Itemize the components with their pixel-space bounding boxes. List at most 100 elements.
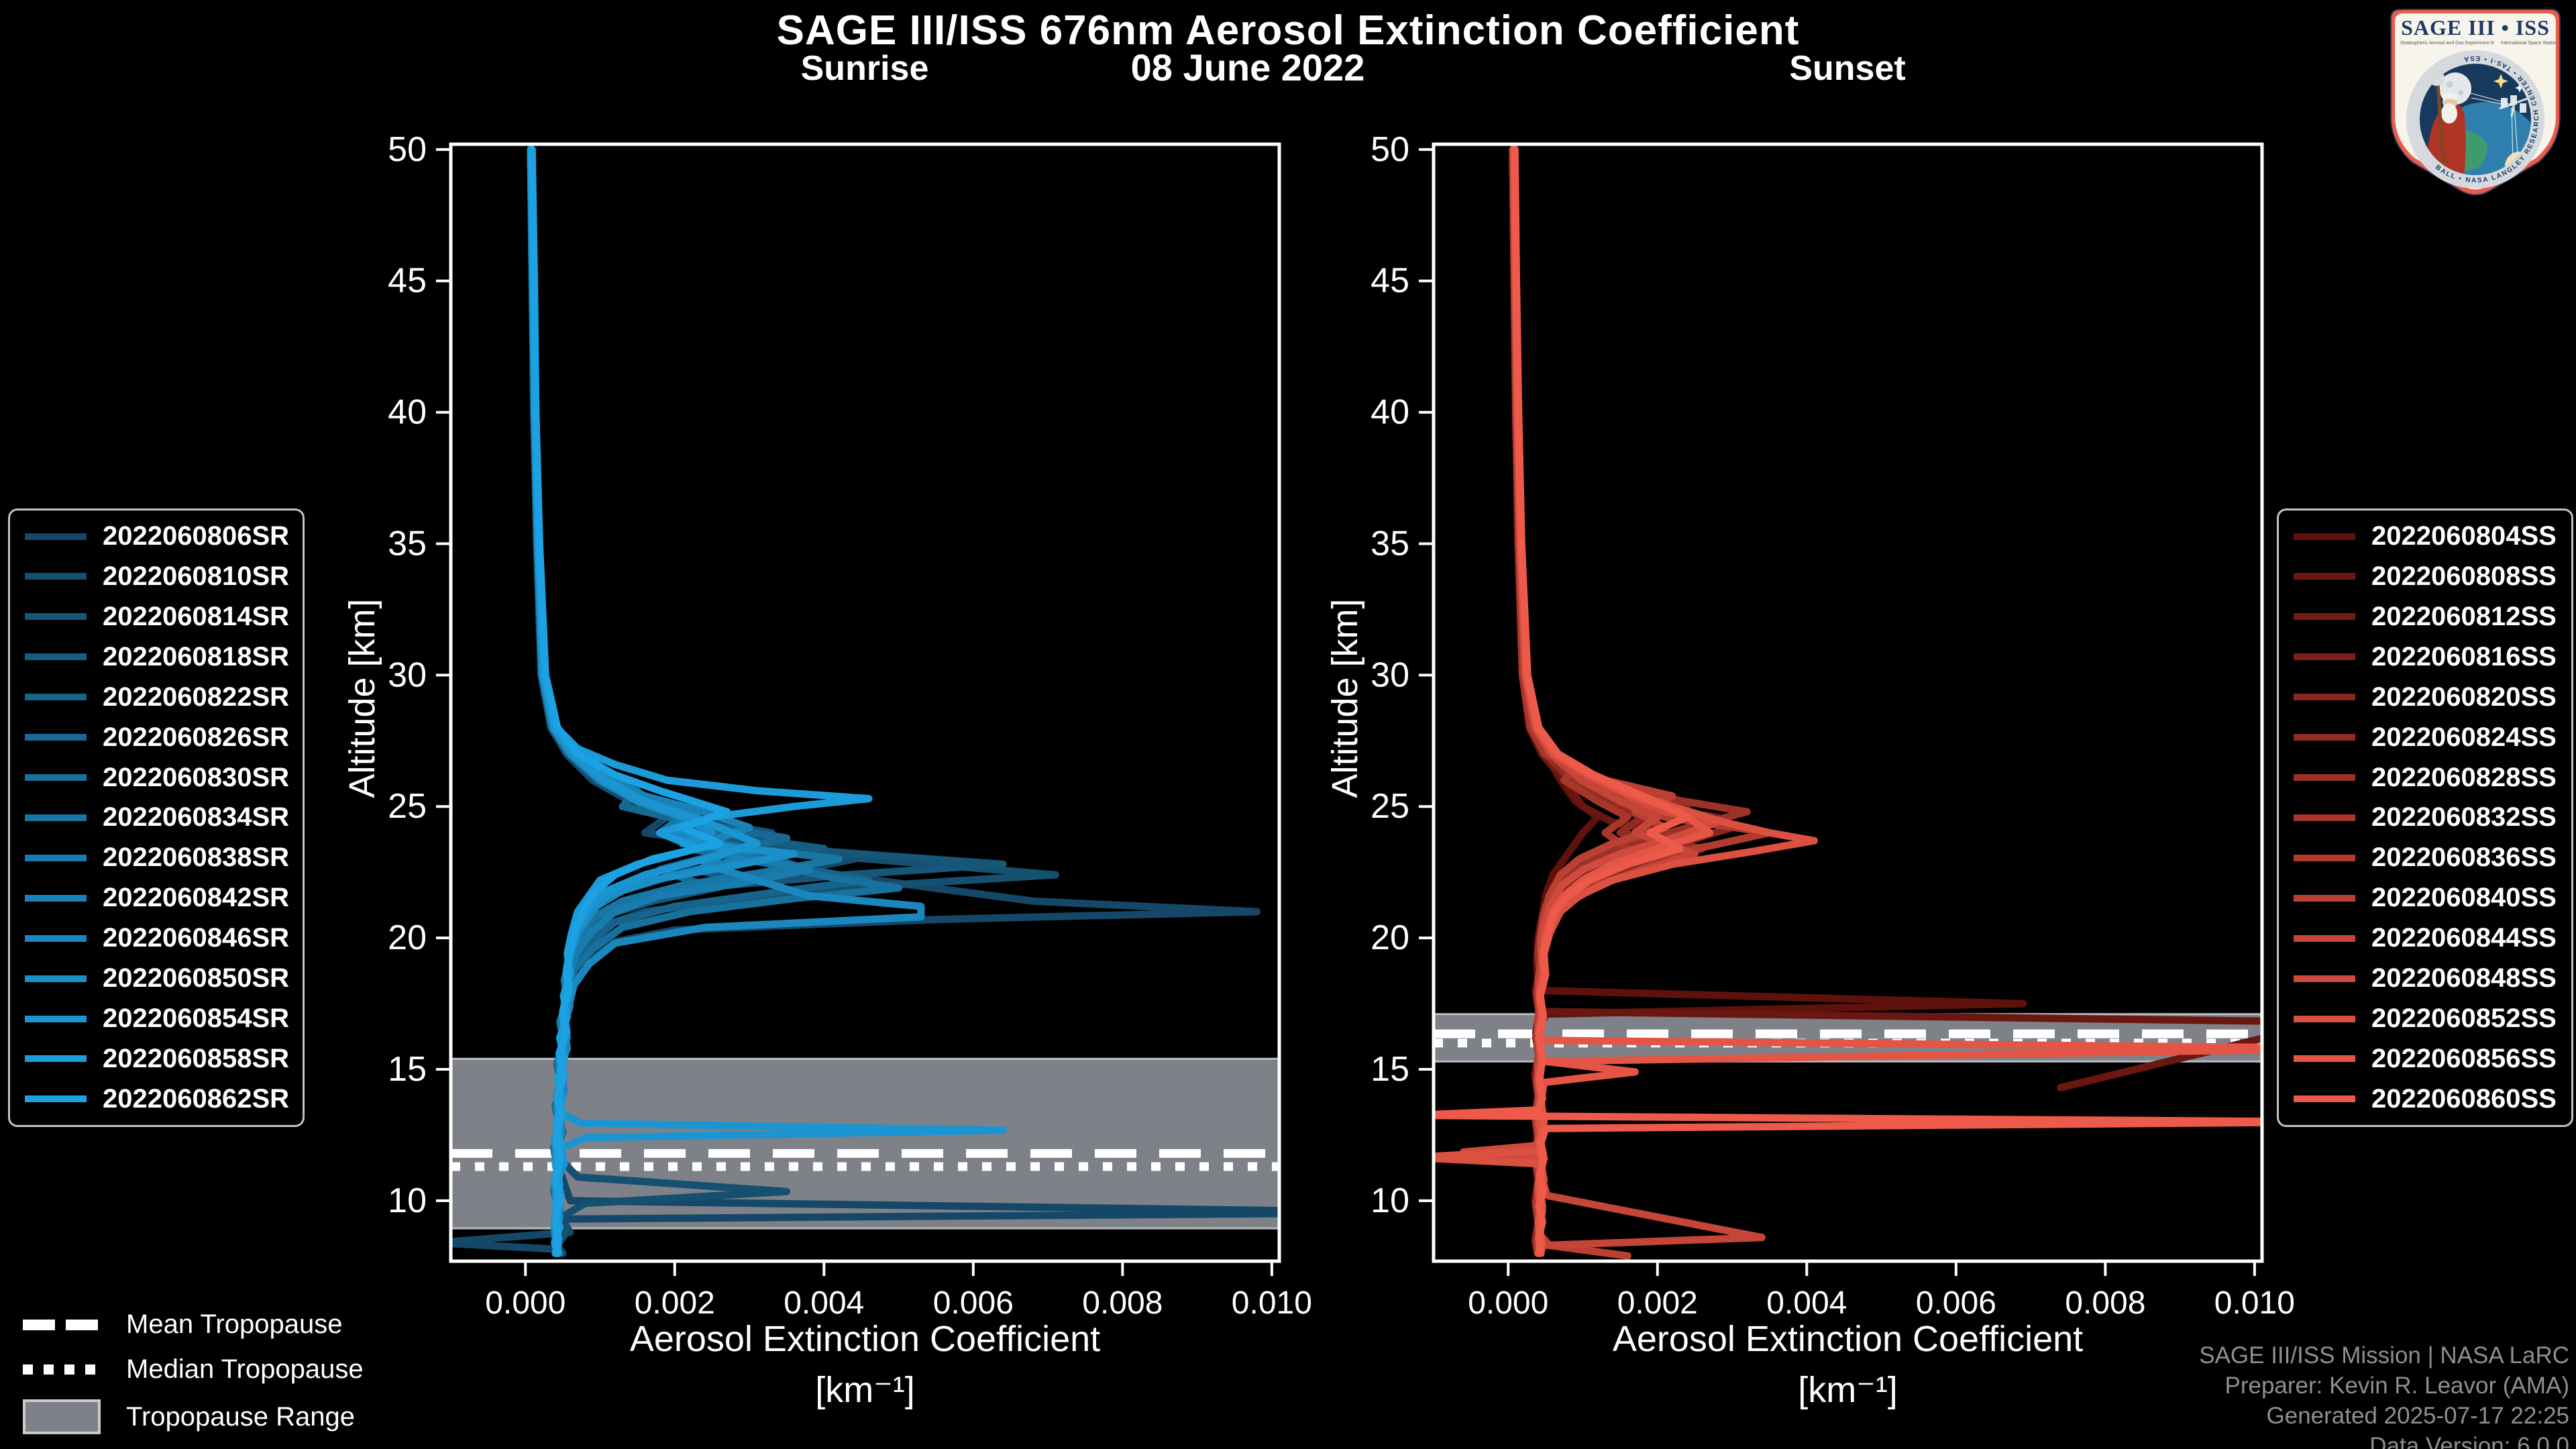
- credit-generated-line: Generated 2025-07-17 22:25: [2266, 1403, 2569, 1429]
- profile-line-2022060852SS: [1434, 146, 1818, 1257]
- legend-item-2022060804SS: 2022060804SS: [2294, 521, 2557, 551]
- legend-event-label: 2022060856SS: [2371, 1043, 2557, 1073]
- median-tropopause-legend-item: Median Tropopause: [23, 1354, 364, 1385]
- x-tick-label: 0.006: [933, 1285, 1014, 1321]
- axes-frame: [1432, 142, 2264, 1263]
- legend-item-2022060808SS: 2022060808SS: [2294, 561, 2557, 592]
- y-tick-label: 20: [1371, 918, 1409, 957]
- legend-item-2022060848SS: 2022060848SS: [2294, 963, 2557, 994]
- x-tick-label: 0.008: [1082, 1285, 1163, 1321]
- legend-color-swatch: [25, 774, 87, 782]
- legend-item-2022060856SS: 2022060856SS: [2294, 1044, 2557, 1074]
- y-tick-label: 25: [1371, 787, 1409, 826]
- legend-item-2022060826SR: 2022060826SR: [25, 722, 289, 753]
- y-tick-label: 10: [388, 1181, 427, 1220]
- legend-event-label: 2022060816SS: [2371, 641, 2557, 672]
- legend-item-2022060806SR: 2022060806SR: [25, 521, 289, 551]
- x-tick-label: 0.002: [635, 1285, 715, 1321]
- legend-color-swatch: [25, 613, 87, 621]
- legend-color-swatch: [2294, 1095, 2355, 1103]
- legend-event-label: 2022060836SS: [2371, 843, 2557, 873]
- x-tick-label: 0.000: [1468, 1285, 1548, 1321]
- legend-item-2022060862SR: 2022060862SR: [25, 1084, 289, 1114]
- profile-line-2022060804SS: [1509, 146, 2027, 1257]
- moon-crater-icon: [2458, 90, 2463, 95]
- legend-item-2022060818SR: 2022060818SR: [25, 642, 289, 672]
- y-tick-label: 15: [1371, 1050, 1409, 1089]
- legend-color-swatch: [25, 1055, 87, 1063]
- legend-color-swatch: [25, 894, 87, 902]
- tropopause-range-legend-item: Tropopause Range: [23, 1399, 364, 1434]
- legend-event-label: 2022060822SR: [103, 682, 290, 712]
- legend-color-swatch: [25, 533, 87, 540]
- y-tick-label: 40: [388, 393, 427, 432]
- legend-color-swatch: [25, 975, 87, 982]
- legend-item-2022060840SS: 2022060840SS: [2294, 883, 2557, 913]
- legend-item-2022060836SS: 2022060836SS: [2294, 843, 2557, 873]
- legend-item-2022060844SS: 2022060844SS: [2294, 923, 2557, 953]
- legend-color-swatch: [25, 854, 87, 861]
- legend-event-label: 2022060850SR: [103, 963, 290, 994]
- legend-color-swatch: [25, 653, 87, 661]
- legend-item-2022060812SS: 2022060812SS: [2294, 602, 2557, 632]
- legend-event-label: 2022060852SS: [2371, 1004, 2557, 1034]
- patch-subtitle-left: Stratospheric Aerosol and Gas Experiment…: [2400, 41, 2494, 46]
- y-axis-label-sunset: Altitude [km]: [1325, 598, 1365, 798]
- y-tick-label: 10: [1371, 1181, 1409, 1220]
- mean-tropopause-label: Mean Tropopause: [126, 1309, 343, 1339]
- legend-item-2022060814SR: 2022060814SR: [25, 602, 289, 632]
- legend-event-label: 2022060848SS: [2371, 963, 2557, 994]
- legend-event-label: 2022060844SS: [2371, 923, 2557, 953]
- x-tick-label: 0.010: [2214, 1285, 2295, 1321]
- y-tick-label: 30: [388, 655, 427, 694]
- legend-event-label: 2022060860SS: [2371, 1083, 2557, 1114]
- legend-item-2022060824SS: 2022060824SS: [2294, 722, 2557, 753]
- legend-event-label: 2022060846SR: [103, 923, 290, 953]
- mean-tropopause-legend-item: Mean Tropopause: [23, 1309, 364, 1340]
- legend-color-swatch: [25, 814, 87, 821]
- y-tick-label: 35: [1371, 524, 1409, 563]
- x-tick-label: 0.010: [1232, 1285, 1312, 1321]
- y-tick-label: 20: [388, 918, 427, 957]
- y-tick-label: 40: [1371, 393, 1409, 432]
- legend-event-label: 2022060812SS: [2371, 601, 2557, 631]
- profile-line-2022060848SS: [1460, 146, 1721, 1257]
- legend-item-2022060850SR: 2022060850SR: [25, 963, 290, 994]
- y-tick-label: 45: [388, 262, 427, 301]
- legend-item-2022060860SS: 2022060860SS: [2294, 1084, 2557, 1114]
- legend-event-label: 2022060810SR: [103, 561, 290, 591]
- legend-item-2022060854SR: 2022060854SR: [25, 1004, 289, 1034]
- legend-color-swatch: [2294, 1055, 2355, 1063]
- x-tick-label: 0.008: [2065, 1285, 2145, 1321]
- legend-item-2022060858SR: 2022060858SR: [25, 1043, 290, 1074]
- legend-color-swatch: [2294, 694, 2355, 701]
- legend-item-2022060852SS: 2022060852SS: [2294, 1004, 2557, 1034]
- date-subtitle: 08 June 2022: [1130, 46, 1365, 89]
- legend-event-label: 2022060824SS: [2371, 722, 2557, 752]
- star-icon: [2515, 83, 2524, 93]
- legend-item-2022060830SR: 2022060830SR: [25, 763, 289, 793]
- legend-event-label: 2022060842SR: [103, 883, 290, 913]
- legend-color-swatch: [2294, 653, 2355, 661]
- legend-item-2022060846SR: 2022060846SR: [25, 923, 290, 953]
- patch-title: SAGE III • ISS: [2401, 15, 2550, 40]
- legend-color-swatch: [25, 573, 87, 580]
- legend-event-label: 2022060832SS: [2371, 802, 2557, 833]
- legend-color-swatch: [2294, 814, 2355, 821]
- legend-color-swatch: [2294, 613, 2355, 621]
- moon-crater-icon: [2447, 81, 2453, 88]
- legend-event-label: 2022060858SR: [103, 1043, 290, 1073]
- patch-subtitle-right: International Space Station: [2501, 41, 2557, 46]
- mission-patch-logo: SAGE III • ISS Stratospheric Aerosol and…: [2390, 9, 2561, 196]
- panel-title-sunrise: Sunrise: [800, 49, 929, 88]
- legend-color-swatch: [2294, 774, 2355, 782]
- legend-event-label: 2022060808SS: [2371, 561, 2557, 591]
- legend-event-label: 2022060840SS: [2371, 883, 2557, 913]
- legend-item-2022060828SS: 2022060828SS: [2294, 763, 2557, 793]
- axes-frame: [449, 142, 1281, 1263]
- legend-color-swatch: [2294, 854, 2355, 861]
- legend-color-swatch: [25, 734, 87, 741]
- panel-sunrise: 0.000 0.002 0.004 0.006 0.008 0.010 10 15 20 25 30…: [388, 130, 1312, 1321]
- legend-event-label: 2022060804SS: [2371, 521, 2557, 551]
- median-tropopause-dotted-line-icon: [23, 1364, 106, 1375]
